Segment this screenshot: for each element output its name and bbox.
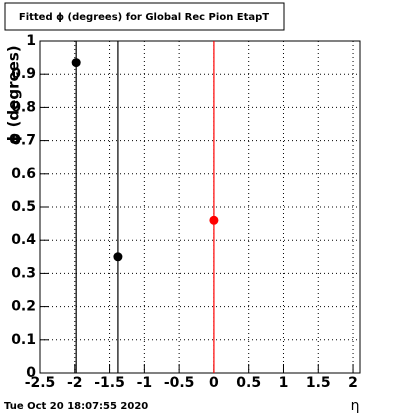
title-box	[4, 2, 285, 31]
x-tick-label: 1.5	[306, 375, 331, 391]
y-tick-label: 0.6	[11, 166, 36, 182]
x-tick-label: 2	[348, 375, 358, 391]
footer-date: Tue Oct 20 18:07:55 2020	[4, 401, 148, 412]
y-tick-label: 0.8	[11, 99, 36, 115]
y-tick-label: 0.4	[11, 232, 36, 248]
y-tick-label: 1	[26, 33, 36, 49]
data-point	[71, 58, 81, 68]
x-axis-label: η	[351, 398, 360, 414]
y-tick-label: 0.3	[11, 265, 36, 281]
data-point	[209, 215, 219, 225]
x-tick-label: -2	[67, 375, 83, 391]
y-axis-label: ϕ (degrees)	[5, 45, 23, 144]
chart-title: Fitted ϕ (degrees) for Global Rec Pion E…	[19, 12, 269, 23]
x-tick-label: 0.5	[236, 375, 261, 391]
y-tick-label: 0.7	[11, 133, 36, 149]
y-tick-label: 0.9	[11, 66, 36, 82]
y-tick-label: 0.5	[11, 199, 36, 215]
x-tick-label: -0.5	[164, 375, 195, 391]
y-tick-label: 0.1	[11, 332, 36, 348]
x-tick-label: -2.5	[25, 375, 56, 391]
x-tick-label: 1	[279, 375, 289, 391]
data-point	[113, 252, 123, 262]
x-tick-label: 0	[209, 375, 219, 391]
y-tick-label: 0.2	[11, 299, 36, 315]
x-tick-label: -1.5	[94, 375, 125, 391]
x-tick-label: -1	[137, 375, 153, 391]
y-tick-label: 0	[26, 365, 36, 381]
